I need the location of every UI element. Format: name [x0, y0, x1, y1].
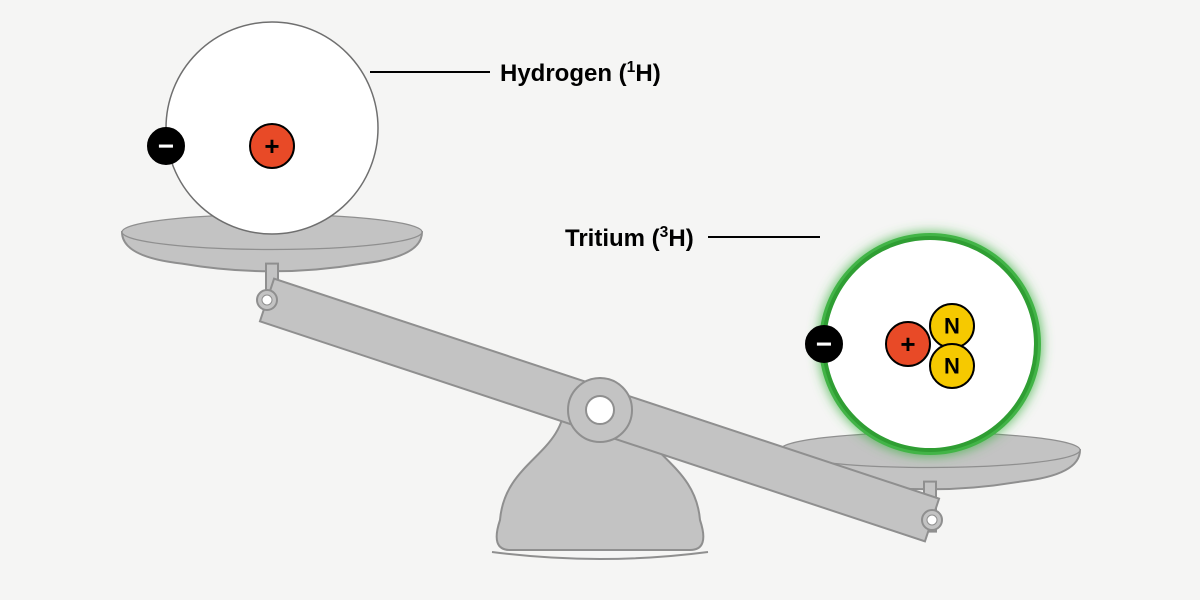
diagram-svg: + − + NN −: [0, 0, 1200, 600]
tritium-electron-symbol: −: [816, 329, 832, 360]
scale-fulcrum-hole: [586, 396, 614, 424]
beam-pivot-hole: [262, 295, 272, 305]
hydrogen-nucleon-0-symbol: +: [264, 131, 279, 161]
tritium-label: Tritium (3H): [565, 225, 694, 253]
hydrogen-label: Hydrogen (1H): [500, 60, 661, 88]
tritium-nucleon-2-symbol: N: [944, 354, 960, 379]
scale-foot: [492, 552, 708, 559]
hydrogen-electron-symbol: −: [158, 131, 174, 162]
diagram-stage: Hydrogen (1H) Tritium (3H) + − + NN −: [0, 0, 1200, 600]
tritium-nucleon-0-symbol: +: [900, 329, 915, 359]
beam-pivot-hole: [927, 515, 937, 525]
tritium-nucleon-1-symbol: N: [944, 314, 960, 339]
